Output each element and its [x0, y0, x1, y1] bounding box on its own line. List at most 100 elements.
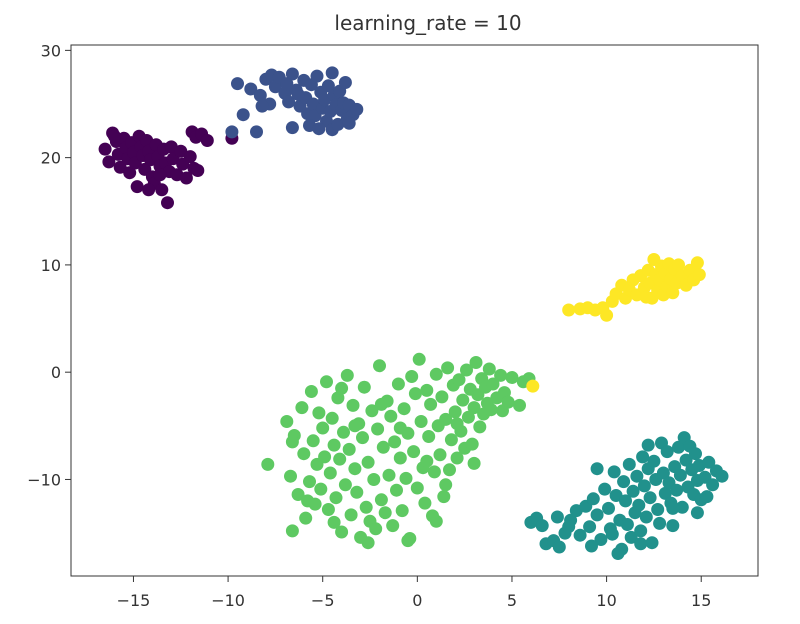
data-point-cluster-3 [505, 371, 519, 384]
data-point-cluster-3 [441, 361, 455, 375]
data-point-cluster-1 [285, 67, 299, 81]
data-point-cluster-3 [284, 469, 297, 483]
data-point-cluster-3 [376, 440, 390, 454]
x-tick-label: −5 [311, 591, 335, 610]
data-point-cluster-3 [348, 419, 362, 433]
data-point-cluster-3 [340, 368, 354, 382]
data-point-cluster-3 [408, 387, 422, 401]
data-point-cluster-2 [643, 491, 657, 505]
data-point-cluster-2 [653, 516, 667, 530]
data-point-cluster-3 [312, 406, 326, 420]
data-point-cluster-2 [594, 533, 608, 546]
data-point-cluster-2 [586, 492, 600, 506]
data-point-cluster-3 [412, 352, 426, 366]
data-point-cluster-3 [484, 403, 498, 417]
data-point-cluster-3 [513, 398, 526, 412]
data-point-cluster-3 [285, 524, 299, 538]
y-axis-ticks: −10 0 10 20 30 [27, 41, 71, 489]
data-point-cluster-2 [605, 527, 619, 541]
data-point-cluster-3 [344, 508, 358, 522]
data-point-cluster-3 [390, 483, 403, 497]
x-tick-label: −15 [117, 591, 151, 610]
data-point-cluster-3 [357, 380, 371, 394]
x-tick-label: 0 [412, 591, 422, 610]
data-point-cluster-3 [297, 447, 311, 461]
y-tick-label: 0 [51, 363, 61, 382]
data-point-cluster-1 [350, 102, 364, 116]
data-point-cluster-3 [443, 463, 456, 477]
data-point-cluster-2 [602, 501, 615, 515]
x-tick-label: 15 [691, 591, 711, 610]
data-point-cluster-3 [337, 425, 350, 439]
data-point-cluster-3 [482, 362, 496, 376]
data-point-cluster-2 [611, 547, 625, 560]
data-point-cluster-2 [620, 518, 634, 531]
data-point-cluster-3 [393, 421, 407, 435]
data-point-cluster-1 [338, 76, 352, 89]
data-point-cluster-2 [562, 520, 576, 534]
data-point-cluster-2 [641, 438, 655, 452]
data-point-cluster-2 [583, 520, 597, 534]
data-point-cluster-2 [624, 530, 638, 544]
data-point-cluster-0 [123, 166, 137, 180]
data-point-cluster-2 [634, 524, 648, 538]
y-tick-label: 20 [41, 149, 61, 168]
data-point-cluster-1 [253, 88, 267, 102]
data-point-cluster-2 [639, 510, 653, 524]
data-point-cluster-2 [645, 536, 659, 550]
points-layer [98, 66, 729, 560]
data-point-cluster-1 [331, 117, 345, 131]
data-point-cluster-3 [494, 368, 508, 382]
data-point-cluster-4 [692, 268, 706, 282]
data-point-cluster-2 [622, 457, 636, 471]
data-point-cluster-2 [690, 506, 704, 520]
data-point-cluster-3 [450, 451, 464, 465]
data-point-cluster-3 [422, 430, 436, 443]
data-point-cluster-3 [418, 496, 432, 510]
data-point-cluster-2 [651, 503, 665, 516]
data-point-cluster-3 [429, 367, 443, 381]
data-point-cluster-3 [450, 417, 464, 431]
data-point-cluster-2 [689, 447, 702, 461]
data-point-cluster-3 [414, 415, 428, 428]
data-point-cluster-2 [598, 482, 612, 496]
data-point-cluster-3 [361, 536, 375, 550]
data-point-cluster-3 [397, 402, 411, 416]
data-point-cluster-3 [395, 504, 409, 518]
data-point-cluster-1 [325, 66, 339, 80]
data-point-cluster-1 [310, 69, 324, 83]
data-point-cluster-3 [369, 522, 383, 536]
data-point-cluster-3 [367, 473, 381, 486]
data-point-cluster-3 [365, 404, 379, 418]
data-point-cluster-2 [632, 498, 646, 512]
data-point-cluster-3 [391, 377, 405, 391]
data-point-cluster-2 [666, 519, 680, 533]
data-point-cluster-3 [350, 485, 364, 499]
data-point-cluster-0 [161, 196, 174, 210]
data-point-cluster-3 [469, 356, 483, 369]
data-point-cluster-2 [672, 440, 685, 454]
data-point-cluster-2 [666, 501, 680, 515]
data-point-cluster-2 [660, 445, 674, 459]
data-point-cluster-3 [465, 437, 479, 451]
data-point-cluster-3 [420, 383, 434, 397]
data-point-cluster-2 [656, 466, 670, 480]
data-point-cluster-3 [361, 455, 375, 469]
data-point-cluster-3 [444, 433, 458, 447]
data-point-cluster-3 [448, 405, 462, 419]
data-point-cluster-0 [183, 150, 197, 164]
data-point-cluster-0 [200, 134, 214, 147]
data-point-cluster-3 [285, 435, 299, 449]
data-point-cluster-3 [437, 490, 451, 504]
y-tick-label: 30 [41, 41, 61, 60]
data-point-cluster-4 [639, 290, 653, 304]
data-point-cluster-0 [102, 155, 116, 169]
data-point-cluster-4 [562, 303, 576, 317]
data-point-cluster-2 [626, 484, 640, 498]
data-point-cluster-2 [670, 483, 684, 497]
y-tick-label: −10 [27, 470, 61, 489]
data-point-cluster-1 [244, 82, 258, 96]
data-point-cluster-3 [467, 456, 481, 470]
data-point-cluster-4 [690, 256, 704, 270]
